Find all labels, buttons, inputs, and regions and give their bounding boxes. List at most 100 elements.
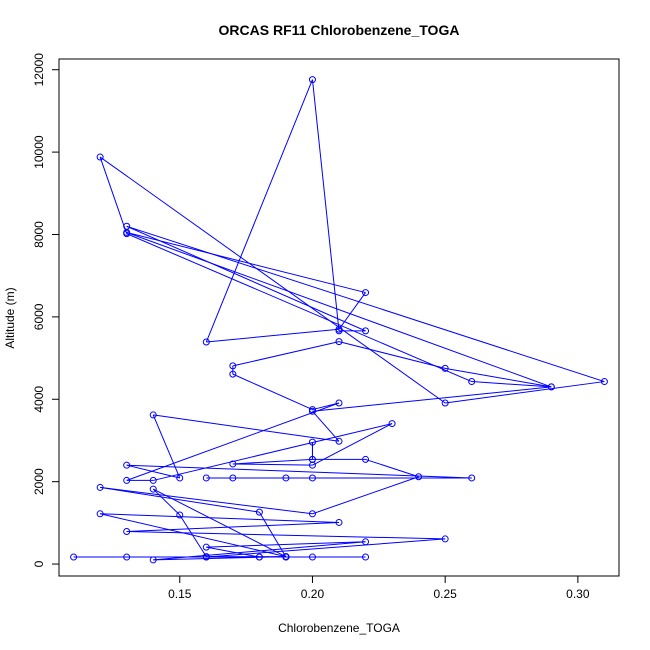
- y-tick-label: 12000: [32, 53, 46, 87]
- series-line-segment: [312, 410, 340, 442]
- data-point: [123, 476, 131, 484]
- data-point: [362, 327, 370, 335]
- series-line-segment: [126, 233, 472, 383]
- data-point: [308, 510, 316, 518]
- data-point: [335, 437, 343, 445]
- data-point: [468, 378, 476, 386]
- series-line-segment: [126, 464, 180, 479]
- x-tick-label: 0.25: [433, 587, 457, 601]
- y-tick-label: 0: [32, 560, 46, 567]
- x-tick-label: 0.15: [168, 587, 192, 601]
- data-point: [308, 474, 316, 482]
- data-point: [123, 553, 131, 561]
- data-point: [149, 411, 157, 419]
- data-point: [308, 407, 316, 415]
- x-axis-label: Chlorobenzene_TOGA: [278, 621, 400, 635]
- data-point: [308, 76, 316, 84]
- series-line-segment: [100, 486, 260, 513]
- series-line-segment: [338, 341, 446, 369]
- y-tick-label: 2000: [32, 468, 46, 495]
- data-point: [282, 474, 290, 482]
- series-line-segment: [152, 488, 287, 558]
- data-point: [96, 483, 104, 491]
- y-tick-label: 8000: [32, 221, 46, 248]
- series-line-segment: [99, 156, 128, 234]
- data-point: [176, 474, 184, 482]
- series-line-segment: [126, 521, 340, 533]
- data-point: [149, 556, 157, 564]
- series-line-segment: [179, 514, 207, 557]
- y-tick-label: 6000: [32, 303, 46, 330]
- data-point: [362, 553, 370, 561]
- series-line-segment: [232, 463, 313, 466]
- series-line-segment: [126, 231, 366, 294]
- series-line-segment: [311, 79, 340, 331]
- data-point: [123, 528, 131, 536]
- data-point: [362, 455, 370, 463]
- data-point: [96, 153, 104, 161]
- series-line-segment: [312, 476, 419, 515]
- data-point: [123, 230, 131, 238]
- data-point: [229, 460, 237, 468]
- data-point: [362, 289, 370, 297]
- data-point: [547, 383, 555, 391]
- data-point: [441, 535, 449, 543]
- data-point: [335, 327, 343, 335]
- x-tick-label: 0.30: [566, 587, 590, 601]
- series-line-segment: [445, 381, 605, 404]
- data-point: [123, 461, 131, 469]
- data-point: [176, 511, 184, 519]
- data-point: [468, 474, 476, 482]
- y-tick-label: 10000: [32, 135, 46, 169]
- data-point: [362, 538, 370, 546]
- series-line-segment: [100, 486, 313, 515]
- series-line-segment: [153, 414, 340, 442]
- x-axis: 0.15 0.20 0.25 0.30: [168, 575, 590, 601]
- data-point: [335, 518, 343, 526]
- series-line-segment: [126, 464, 472, 479]
- data-point: [255, 508, 263, 516]
- series-line-segment: [312, 402, 340, 411]
- data-point: [335, 399, 343, 407]
- series-layer: [70, 76, 608, 564]
- y-axis-label: Altitude (m): [3, 287, 17, 348]
- series-line-segment: [232, 373, 313, 411]
- series-line-segment: [126, 402, 340, 481]
- data-point: [96, 510, 104, 518]
- series-line-segment: [100, 513, 340, 523]
- series-line-segment: [232, 341, 340, 367]
- data-point: [202, 543, 210, 551]
- data-point: [229, 474, 237, 482]
- data-point: [282, 553, 290, 561]
- data-point: [335, 338, 343, 346]
- plot-area-frame: [58, 58, 620, 577]
- series-line-segment: [471, 381, 552, 388]
- series-line-segment: [338, 292, 366, 330]
- data-point: [308, 438, 316, 446]
- data-point: [202, 553, 210, 561]
- series-line-segment: [152, 488, 181, 516]
- y-tick-label: 4000: [32, 386, 46, 413]
- data-point: [441, 399, 449, 407]
- series-line-segment: [206, 546, 260, 558]
- series-line-segment: [312, 386, 552, 412]
- chart-title: ORCAS RF11 Chlorobenzene_TOGA: [219, 22, 460, 38]
- series-line-segment: [365, 458, 419, 478]
- series-line-segment: [126, 225, 366, 332]
- data-point: [308, 553, 316, 561]
- y-axis: 0 2000 4000 6000 8000 10000 12000: [32, 53, 60, 567]
- series-line-segment: [232, 458, 313, 465]
- data-point: [202, 474, 210, 482]
- data-point: [229, 362, 237, 370]
- series-line-segment: [312, 423, 393, 466]
- series-line-segment: [126, 531, 446, 540]
- series-line-segment: [152, 414, 181, 479]
- data-point: [123, 222, 131, 230]
- series-line-segment: [445, 367, 552, 388]
- series-line-segment: [99, 156, 446, 404]
- series-line-segment: [258, 511, 287, 558]
- series-line-segment: [153, 423, 393, 481]
- series-line-segment: [206, 541, 366, 548]
- data-point: [308, 461, 316, 469]
